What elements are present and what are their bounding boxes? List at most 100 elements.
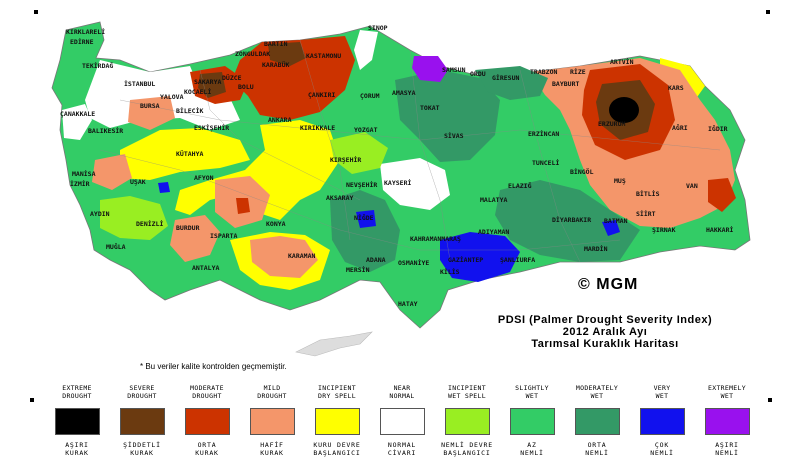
legend-swatch <box>509 408 555 435</box>
city-label: BURSA <box>140 102 160 110</box>
city-label: ŞIRNAK <box>652 226 676 234</box>
corner-mark-mid-right <box>768 398 772 402</box>
title-line-2: 2012 Aralık Ayı <box>562 326 648 338</box>
legend-item-moderately-wet: MODERATELY WET ORTA NEMLİ <box>568 384 626 457</box>
region-mild-drought-marmara <box>128 96 175 130</box>
legend-swatch <box>639 408 685 435</box>
region-severe-drought-zonguldak <box>268 42 306 66</box>
region-moderately-wet-adana <box>330 190 400 272</box>
region-moderately-wet-central <box>395 70 500 162</box>
city-label: BİTLİS <box>636 189 660 198</box>
city-label: BOLU <box>238 83 254 91</box>
region-mild-drought-south <box>250 236 318 278</box>
city-label: HAKKARİ <box>706 225 733 234</box>
city-label: BALIKESİR <box>88 126 123 135</box>
city-label: YOZGAT <box>354 126 378 134</box>
city-label: SINOP <box>368 24 388 32</box>
city-label: YALOVA <box>160 93 184 101</box>
city-label: ADANA <box>366 256 386 264</box>
city-label: OSMANİYE <box>398 258 429 267</box>
region-moderate-drought-van <box>708 178 736 212</box>
legend-label-en: MODERATE DROUGHT <box>190 384 224 400</box>
city-label: KARS <box>668 84 684 92</box>
city-label: DİYARBAKIR <box>552 215 591 224</box>
region-near-normal-northwest <box>85 60 240 130</box>
region-extreme-drought-erzurum <box>609 97 639 123</box>
region-very-wet-south <box>440 232 520 282</box>
legend-label-en: SLIGHTLY WET <box>515 384 549 400</box>
city-label: RİZE <box>570 67 586 76</box>
legend-label-en: INCIPIENT DRY SPELL <box>318 384 356 400</box>
city-label: AFYON <box>194 174 214 182</box>
region-near-normal-coast <box>62 104 92 140</box>
legend-swatch <box>574 408 620 435</box>
city-label: IĞDIR <box>708 124 728 133</box>
city-label: GİRESUN <box>492 73 519 82</box>
region-near-normal-kayseri <box>380 158 450 210</box>
legend-swatch <box>119 408 165 435</box>
city-label: TUNCELİ <box>532 158 559 167</box>
legend-label-en: MILD DROUGHT <box>257 384 287 400</box>
city-label: ÇANKIRI <box>308 91 335 99</box>
region-incipient-dry-west <box>120 128 250 180</box>
legend-label-tr: HAFİF KURAK <box>260 441 284 457</box>
region-moderately-wet-rize <box>475 66 548 100</box>
city-label: AĞRI <box>672 123 688 132</box>
city-label: NEVŞEHİR <box>346 180 377 189</box>
legend-item-very-wet: VERY WET ÇOK NEMLİ <box>633 384 691 457</box>
legend-item-extreme-drought: EXTREME DROUGHT AŞIRI KURAK <box>48 384 106 457</box>
legend-label-tr: ŞİDDETLİ KURAK <box>123 441 161 457</box>
corner-mark-mid-left <box>30 398 34 402</box>
city-label: ANTALYA <box>192 264 219 272</box>
city-label: SİİRT <box>636 209 656 218</box>
city-label: ERZURUM <box>598 120 625 128</box>
province-borders <box>99 39 721 263</box>
legend-label-tr: ORTA NEMLİ <box>585 441 609 457</box>
copyright-mgm: © MGM <box>578 276 639 293</box>
city-label: ADIYAMAN <box>478 228 509 236</box>
region-incipient-wet-west <box>100 196 168 240</box>
city-label: DENİZLİ <box>136 219 163 228</box>
city-label: KIRKLARELİ <box>66 27 105 36</box>
city-label: AYDIN <box>90 210 110 218</box>
city-label: TRABZON <box>530 68 557 76</box>
city-label: ÇANAKKALE <box>60 110 95 118</box>
legend-item-incipient-dry-spell: INCIPIENT DRY SPELL KURU DEVRE BAŞLANGICI <box>308 384 366 457</box>
city-label: KARABÜK <box>262 60 289 69</box>
city-label: KOCAELİ <box>184 87 211 96</box>
title-line-3: Tarımsal Kuraklık Haritası <box>531 338 679 350</box>
city-label: SİVAS <box>444 131 464 140</box>
city-label: KAYSERİ <box>384 178 411 187</box>
city-label: BİNGÖL <box>570 167 594 176</box>
city-label: MARDİN <box>584 244 608 253</box>
title-line-1: PDSI (Palmer Drought Severity Index) <box>497 314 713 326</box>
legend-label-en: SEVERE DROUGHT <box>127 384 157 400</box>
city-labels: SINOP BARTIN ZONGULDAK KARABÜK KASTAMONU… <box>60 24 733 308</box>
corner-mark-top-right <box>766 10 770 14</box>
city-label: KİLİS <box>440 267 460 276</box>
city-label: MERSİN <box>346 265 370 274</box>
map-title: PDSI (Palmer Drought Severity Index) 201… <box>430 314 780 350</box>
city-label: AKSARAY <box>326 194 353 202</box>
city-label: ŞANLIURFA <box>500 256 535 264</box>
legend-label-en: EXTREMELY WET <box>708 384 746 400</box>
region-very-wet-east <box>602 220 620 236</box>
city-label: TEKİRDAĞ <box>82 61 113 70</box>
drought-map: SINOP BARTIN ZONGULDAK KARABÜK KASTAMONU… <box>51 21 751 357</box>
city-label: İSTANBUL <box>124 79 155 88</box>
city-label: UŞAK <box>130 178 146 186</box>
legend-swatch <box>54 408 100 435</box>
city-label: ESKİŞEHİR <box>194 123 229 132</box>
region-incipient-wet-central <box>330 132 388 174</box>
legend-label-tr: NORMAL CİVARI <box>387 441 417 457</box>
legend-item-slightly-wet: SLIGHTLY WET AZ NEMLİ <box>503 384 561 457</box>
legend-swatch <box>249 408 295 435</box>
city-label: AMASYA <box>392 89 416 97</box>
city-label: ÇORUM <box>360 92 380 100</box>
map-regions <box>51 21 751 357</box>
legend-label-tr: ÇOK NEMLİ <box>650 441 674 457</box>
legend-label-en: MODERATELY WET <box>575 384 619 400</box>
legend-item-extremely-wet: EXTREMELY WET AŞIRI NEMLİ <box>698 384 756 457</box>
city-label: DÜZCE <box>222 73 242 82</box>
legend-item-near-normal: NEAR NORMAL NORMAL CİVARI <box>373 384 431 457</box>
